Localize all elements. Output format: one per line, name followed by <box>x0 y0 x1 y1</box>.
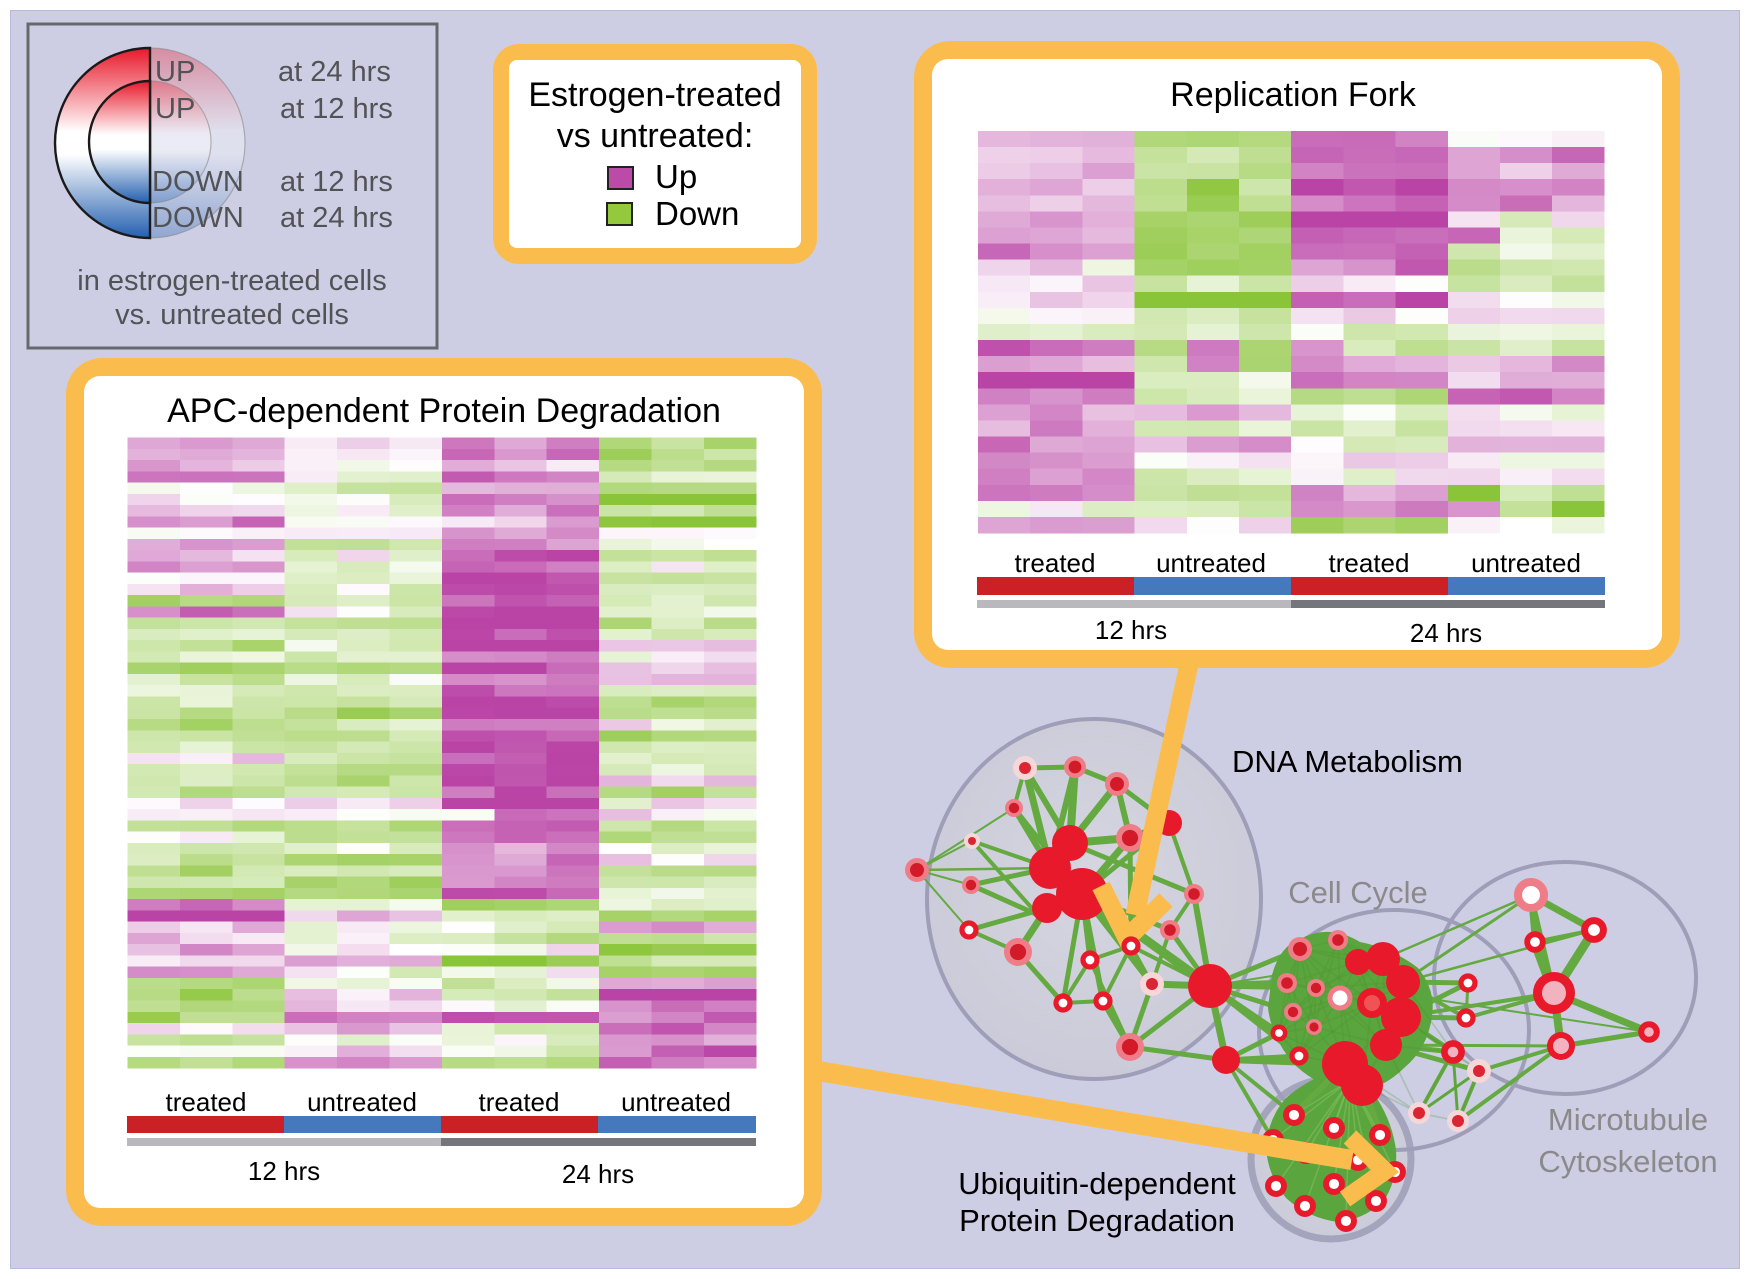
svg-text:Cell Cycle: Cell Cycle <box>1288 875 1428 910</box>
svg-text:Microtubule: Microtubule <box>1548 1102 1708 1137</box>
svg-text:Up: Up <box>655 158 697 195</box>
svg-text:24 hrs: 24 hrs <box>562 1159 634 1189</box>
svg-text:12 hrs: 12 hrs <box>1095 615 1167 645</box>
svg-text:APC-dependent Protein Degradat: APC-dependent Protein Degradation <box>167 392 721 430</box>
svg-text:treated: treated <box>166 1087 247 1117</box>
svg-text:vs. untreated cells: vs. untreated cells <box>115 299 349 331</box>
svg-text:Down: Down <box>655 195 739 232</box>
svg-text:at 12 hrs: at 12 hrs <box>280 93 393 125</box>
svg-text:Replication Fork: Replication Fork <box>1170 76 1417 114</box>
svg-text:at 24 hrs: at 24 hrs <box>278 56 391 88</box>
svg-text:untreated: untreated <box>1471 548 1581 578</box>
svg-text:at 24 hrs: at 24 hrs <box>280 202 393 234</box>
svg-text:DOWN: DOWN <box>152 202 244 234</box>
svg-text:at 12 hrs: at 12 hrs <box>280 166 393 198</box>
svg-text:Protein Degradation: Protein Degradation <box>959 1203 1235 1238</box>
svg-text:UP: UP <box>155 56 195 88</box>
svg-text:UP: UP <box>155 93 195 125</box>
svg-text:vs untreated:: vs untreated: <box>557 117 754 155</box>
svg-text:untreated: untreated <box>621 1087 731 1117</box>
svg-text:Ubiquitin-dependent: Ubiquitin-dependent <box>958 1166 1236 1201</box>
svg-text:DNA Metabolism: DNA Metabolism <box>1232 744 1463 779</box>
svg-text:untreated: untreated <box>307 1087 417 1117</box>
svg-text:in estrogen-treated cells: in estrogen-treated cells <box>77 265 387 297</box>
svg-text:untreated: untreated <box>1156 548 1266 578</box>
svg-text:DOWN: DOWN <box>152 166 244 198</box>
svg-text:12 hrs: 12 hrs <box>248 1156 320 1186</box>
svg-text:24 hrs: 24 hrs <box>1410 618 1482 648</box>
svg-text:Estrogen-treated: Estrogen-treated <box>528 76 781 114</box>
svg-text:Cytoskeleton: Cytoskeleton <box>1538 1144 1717 1179</box>
svg-text:treated: treated <box>1015 548 1096 578</box>
svg-text:treated: treated <box>479 1087 560 1117</box>
svg-text:treated: treated <box>1329 548 1410 578</box>
